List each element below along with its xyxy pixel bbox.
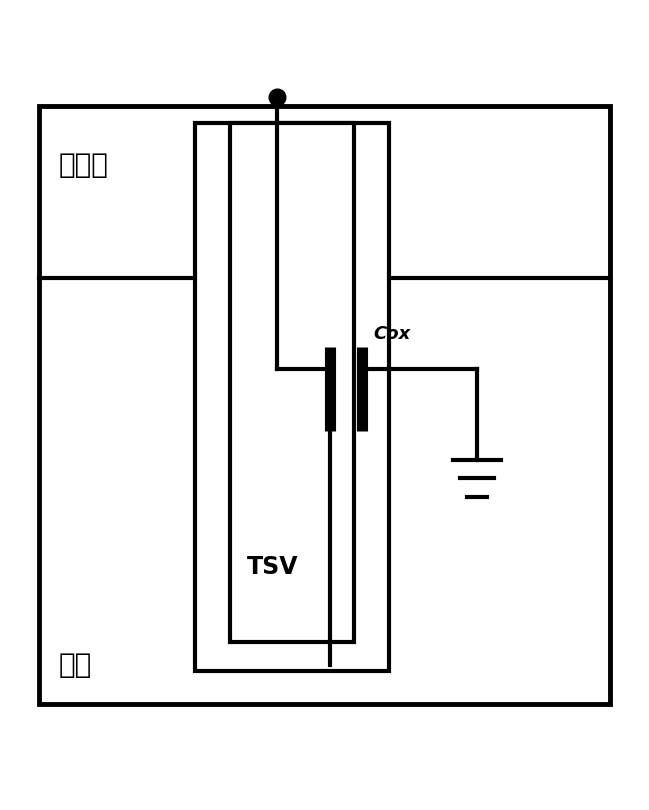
Bar <box>195 122 389 671</box>
Text: TSV: TSV <box>247 555 299 579</box>
Text: 绝缘体: 绝缘体 <box>58 151 108 179</box>
Text: 衬底: 衬底 <box>58 650 92 679</box>
Text: Cox: Cox <box>374 326 411 343</box>
Bar <box>230 122 354 642</box>
Bar <box>39 106 610 704</box>
